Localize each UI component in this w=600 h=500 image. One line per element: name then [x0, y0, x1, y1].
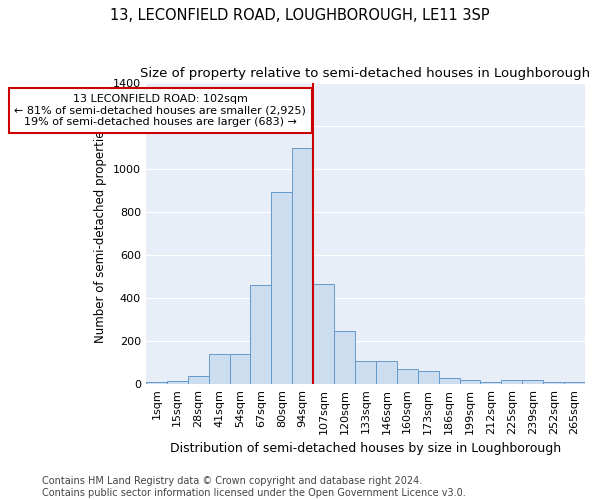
Bar — [543, 382, 564, 384]
X-axis label: Distribution of semi-detached houses by size in Loughborough: Distribution of semi-detached houses by … — [170, 442, 561, 455]
Bar — [209, 354, 230, 384]
Text: 13 LECONFIELD ROAD: 102sqm
← 81% of semi-detached houses are smaller (2,925)
19%: 13 LECONFIELD ROAD: 102sqm ← 81% of semi… — [14, 94, 306, 127]
Bar — [146, 382, 167, 384]
Bar — [334, 331, 355, 384]
Bar — [167, 381, 188, 384]
Bar — [502, 380, 522, 384]
Bar — [250, 285, 271, 384]
Bar — [230, 354, 250, 384]
Bar — [355, 361, 376, 384]
Bar — [397, 369, 418, 384]
Bar — [292, 148, 313, 384]
Y-axis label: Number of semi-detached properties: Number of semi-detached properties — [94, 124, 107, 342]
Bar — [188, 376, 209, 384]
Text: Contains HM Land Registry data © Crown copyright and database right 2024.
Contai: Contains HM Land Registry data © Crown c… — [42, 476, 466, 498]
Bar — [481, 382, 502, 384]
Bar — [418, 371, 439, 384]
Bar — [460, 380, 481, 384]
Title: Size of property relative to semi-detached houses in Loughborough: Size of property relative to semi-detach… — [140, 68, 590, 80]
Text: 13, LECONFIELD ROAD, LOUGHBOROUGH, LE11 3SP: 13, LECONFIELD ROAD, LOUGHBOROUGH, LE11 … — [110, 8, 490, 22]
Bar — [376, 361, 397, 384]
Bar — [564, 382, 585, 384]
Bar — [522, 380, 543, 384]
Bar — [439, 378, 460, 384]
Bar — [313, 284, 334, 384]
Bar — [271, 192, 292, 384]
